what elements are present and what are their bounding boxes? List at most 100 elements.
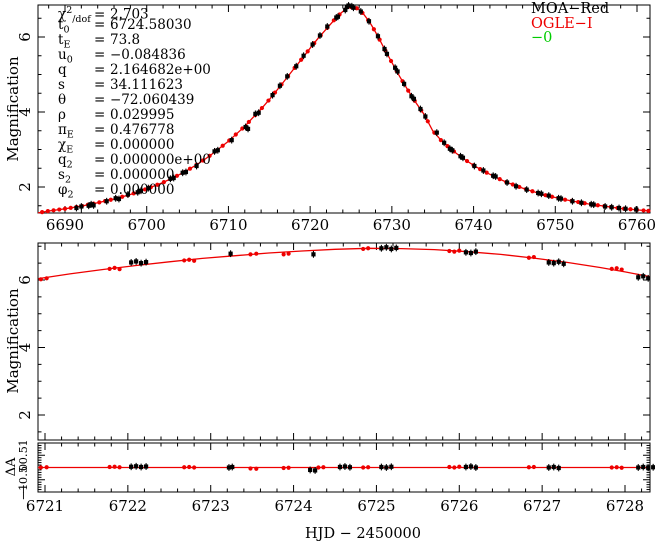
- moa-point: [228, 251, 233, 256]
- moa-point: [146, 186, 151, 191]
- ogle-point: [220, 143, 225, 148]
- moa-point: [180, 170, 185, 175]
- ogle-point: [38, 465, 43, 470]
- fit-param-equals: =: [94, 137, 106, 153]
- fit-param-value: 34.111623: [110, 77, 184, 93]
- ogle-point: [187, 257, 192, 262]
- ogle-point: [388, 58, 394, 64]
- moa-point: [651, 465, 655, 470]
- moa-point: [143, 464, 149, 469]
- fit-param-row: q2 = 0.000000e+00: [58, 153, 211, 171]
- moa-point: [104, 199, 109, 204]
- fit-param-row: t0 = 6724.58030: [58, 17, 211, 36]
- moa-point: [337, 464, 343, 470]
- moa-point: [402, 81, 407, 86]
- moa-point: [342, 464, 348, 469]
- ogle-point: [641, 208, 646, 213]
- moa-point: [394, 245, 399, 251]
- moa-point: [539, 191, 544, 196]
- x-tick-label: 6700: [128, 216, 166, 234]
- moa-point: [168, 176, 173, 181]
- ogle-point: [97, 200, 102, 205]
- y-tick-label: 6: [16, 275, 34, 285]
- ogle-point: [614, 266, 619, 271]
- zoom-panel-frame: [37, 242, 651, 441]
- moa-point: [346, 3, 351, 8]
- ogle-point: [299, 57, 304, 62]
- moa-point: [135, 190, 140, 195]
- fit-param-symbol: φ2: [58, 182, 74, 201]
- ogle-point: [377, 37, 382, 42]
- ogle-point: [452, 249, 457, 254]
- moa-point: [460, 155, 466, 160]
- ogle-point: [321, 465, 326, 470]
- fit-param-row: q = 2.164682e+00: [58, 63, 211, 78]
- ogle-point: [266, 98, 271, 103]
- moa-point: [504, 180, 510, 185]
- moa-point: [556, 196, 561, 201]
- moa-point: [493, 174, 498, 179]
- moa-point: [379, 246, 384, 251]
- fit-param-symbol: χ2/dof: [58, 5, 91, 26]
- ogle-point: [248, 252, 253, 257]
- fit-param-row: χE = 0.000000: [58, 137, 211, 156]
- ogle-point: [452, 465, 457, 470]
- moa-point: [74, 205, 79, 211]
- ogle-point: [161, 180, 166, 185]
- moa-point: [129, 464, 134, 469]
- moa-point: [139, 464, 144, 470]
- fit-parameter-block: χ2/dof = 2.703 t0 = 6724.58030 tE = 73.8 u0 = −0.08…: [58, 3, 211, 201]
- fit-param-symbol: s2: [58, 167, 71, 186]
- fit-param-equals: =: [94, 167, 106, 183]
- moa-point: [623, 206, 628, 211]
- moa-point: [285, 74, 290, 79]
- moa-point: [616, 205, 622, 211]
- ogle-point: [246, 119, 251, 125]
- ogle-point: [112, 464, 117, 469]
- ogle-point: [609, 266, 614, 271]
- moa-point: [546, 193, 551, 198]
- ogle-point: [531, 464, 536, 470]
- ogle-point: [497, 177, 502, 182]
- y-tick-label: 2: [16, 410, 34, 420]
- zoom-panel: 2 4 6: [16, 242, 651, 441]
- y-tick-label: −1: [16, 484, 30, 501]
- y-tick-label: 4: [16, 107, 34, 117]
- fit-param-equals: =: [94, 17, 106, 33]
- fit-param-value: 0.000000: [110, 182, 175, 198]
- fit-param-symbol: t0: [58, 17, 70, 36]
- legend-entry: −0: [531, 30, 553, 46]
- moa-point: [226, 465, 232, 470]
- moa-point: [171, 175, 176, 181]
- moa-point: [591, 202, 596, 207]
- moa-point: [463, 250, 469, 255]
- moa-point: [395, 69, 400, 74]
- moa-point: [570, 199, 575, 204]
- ogle-point: [619, 267, 624, 272]
- y-tick-label: −0.5: [16, 466, 30, 494]
- ogle-point: [107, 266, 112, 271]
- fit-param-value: 0.476778: [110, 122, 175, 138]
- ogle-point: [120, 194, 125, 199]
- moa-point: [351, 5, 356, 10]
- fit-param-row: tE = 73.8: [58, 33, 211, 51]
- moa-point: [384, 465, 389, 470]
- ogle-point: [117, 465, 122, 470]
- ogle-point: [40, 210, 45, 215]
- fit-param-value: −72.060439: [110, 92, 195, 108]
- ogle-point: [155, 182, 160, 187]
- ogle-point: [187, 166, 193, 171]
- moa-point: [86, 203, 91, 208]
- ogle-point: [240, 126, 245, 131]
- x-tick-label: 6723: [192, 497, 230, 515]
- ogle-point: [354, 6, 359, 11]
- fit-param-symbol: θ: [58, 92, 67, 108]
- fit-param-symbol: tE: [58, 32, 71, 51]
- fit-param-value: 2.164682e+00: [110, 62, 211, 78]
- y-tick-label: 1: [16, 439, 30, 446]
- ogle-point: [174, 173, 180, 178]
- moa-point: [409, 94, 414, 99]
- moa-point: [636, 275, 641, 280]
- moa-point: [551, 464, 556, 470]
